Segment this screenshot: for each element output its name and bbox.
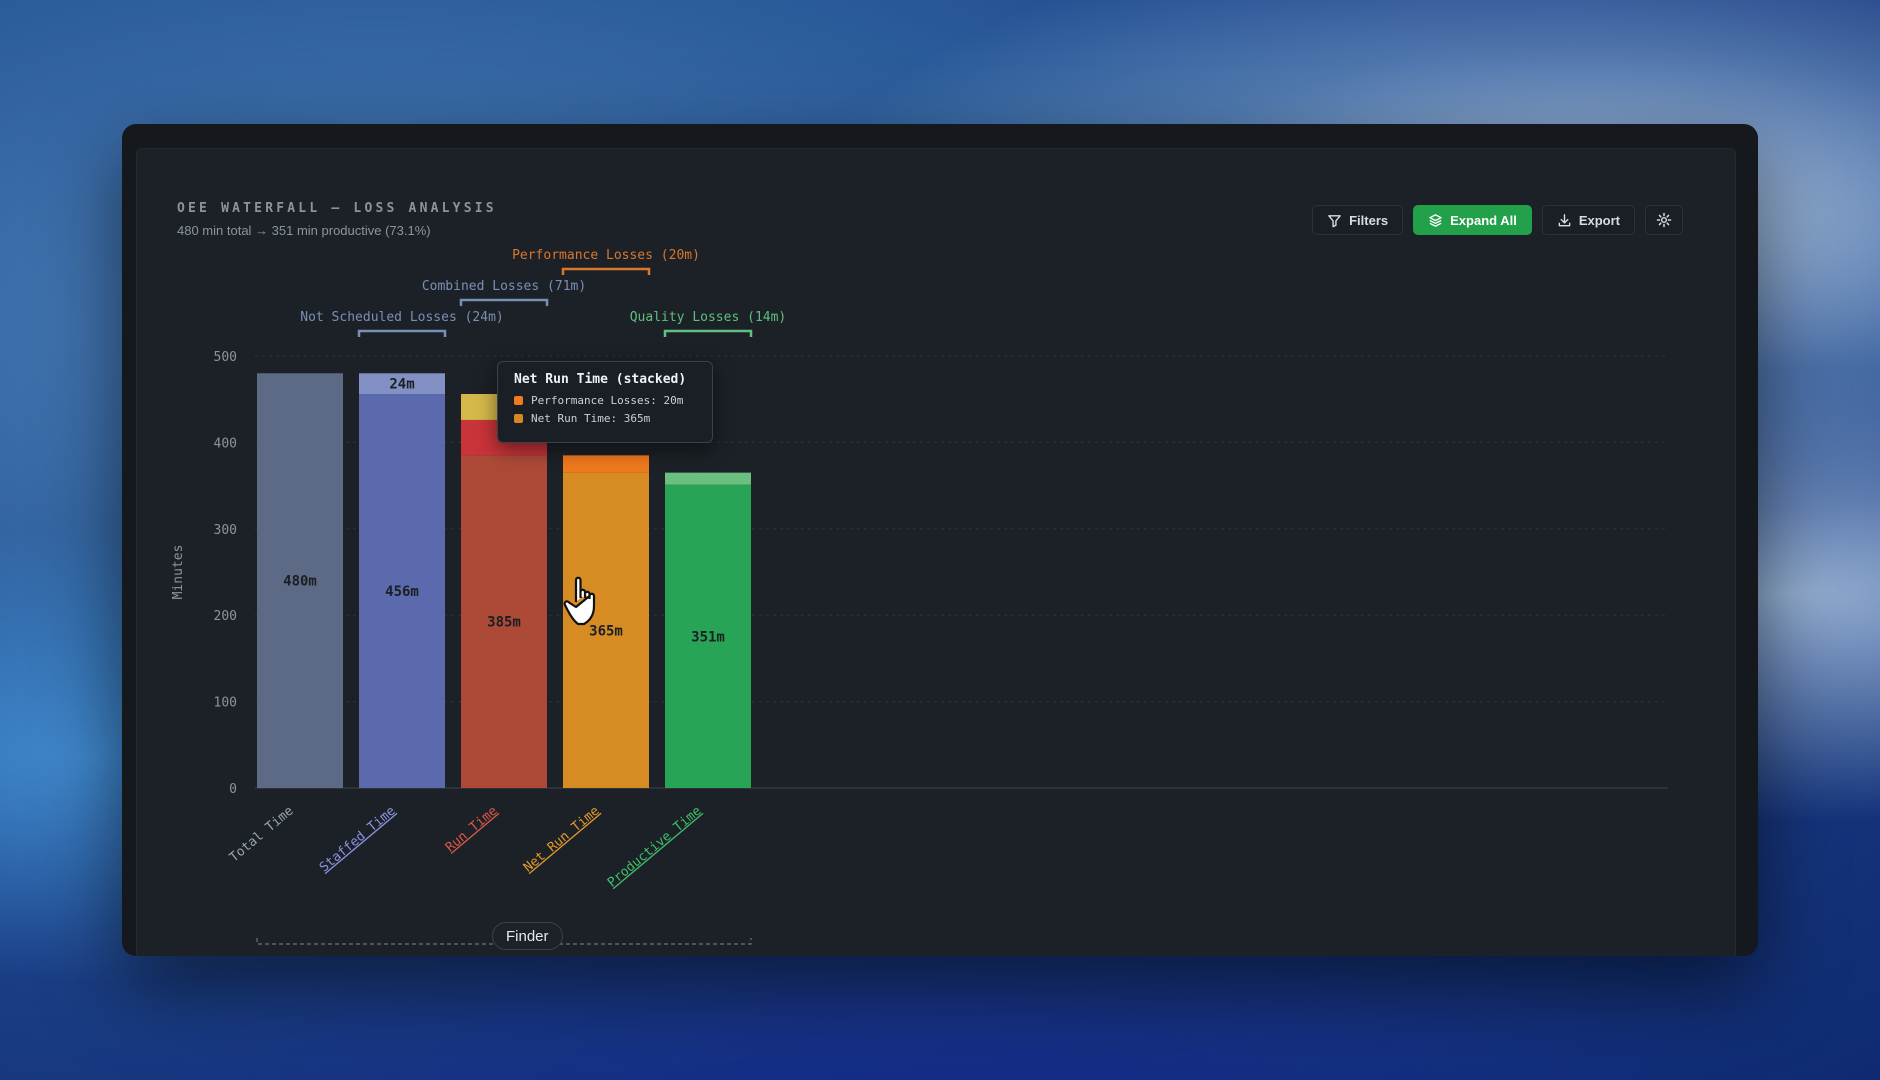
expand-all-label: Expand All bbox=[1450, 212, 1517, 228]
filter-icon bbox=[1327, 213, 1342, 228]
bar-segment bbox=[359, 373, 445, 395]
annotation-label: Combined Losses (71m) bbox=[422, 279, 586, 294]
gear-icon bbox=[1656, 212, 1672, 228]
layers-icon bbox=[1428, 213, 1443, 228]
annotation-bracket bbox=[663, 329, 753, 337]
bar-segment bbox=[563, 455, 649, 473]
tooltip-swatch bbox=[514, 396, 523, 405]
x-tick-label: Run Time bbox=[443, 803, 501, 855]
y-tick-label: 500 bbox=[214, 350, 237, 365]
tooltip-swatch bbox=[514, 414, 523, 423]
tooltip-row-label: Net Run Time: 365m bbox=[531, 412, 651, 425]
data-label: 456m bbox=[385, 584, 419, 600]
bar-segment bbox=[359, 394, 445, 788]
x-tick-label: Staffed Time bbox=[317, 803, 399, 875]
filters-label: Filters bbox=[1349, 212, 1389, 228]
export-label: Export bbox=[1578, 212, 1620, 228]
y-axis-label: Minutes bbox=[171, 545, 186, 600]
export-button[interactable]: Export bbox=[1541, 205, 1635, 235]
y-tick-label: 0 bbox=[229, 782, 237, 797]
tooltip-row: Performance Losses: 20m bbox=[514, 394, 696, 407]
expand-all-button[interactable]: Expand All bbox=[1413, 205, 1532, 235]
hand-pointer-icon bbox=[562, 572, 608, 639]
data-label: 385m bbox=[487, 615, 521, 631]
data-label: 480m bbox=[283, 574, 317, 590]
page-subtitle: 480 min total → 351 min productive (73.1… bbox=[177, 223, 431, 238]
bar-segment bbox=[665, 484, 751, 788]
x-tick-label: Net Run Time bbox=[521, 803, 603, 875]
data-label: 365m bbox=[589, 623, 623, 639]
annotation-label: Quality Losses (14m) bbox=[630, 310, 787, 325]
y-tick-label: 400 bbox=[214, 436, 237, 451]
x-tick-label: Total Time bbox=[227, 803, 297, 865]
download-icon bbox=[1557, 213, 1572, 228]
page-title: OEE WATERFALL — LOSS ANALYSIS bbox=[177, 201, 497, 216]
annotation-bracket bbox=[561, 267, 651, 275]
bar-segment bbox=[563, 472, 649, 788]
data-label: 24m bbox=[389, 377, 414, 393]
y-tick-label: 100 bbox=[214, 696, 237, 711]
bar-segment bbox=[665, 472, 751, 485]
tooltip-title: Net Run Time (stacked) bbox=[514, 372, 687, 387]
y-tick-label: 300 bbox=[214, 523, 237, 538]
chart-tooltip: Net Run Time (stacked) Performance Losse… bbox=[497, 361, 713, 443]
annotation-bracket bbox=[459, 298, 549, 306]
settings-button[interactable] bbox=[1645, 205, 1683, 235]
annotation-label: Not Scheduled Losses (24m) bbox=[300, 310, 504, 325]
finder-dock-label: Finder bbox=[492, 922, 563, 950]
tooltip-row: Net Run Time: 365m bbox=[514, 412, 696, 425]
y-tick-label: 200 bbox=[214, 609, 237, 624]
toolbar: Filters Expand All Export bbox=[1312, 205, 1683, 235]
annotation-label: Performance Losses (20m) bbox=[512, 248, 700, 263]
data-label: 351m bbox=[691, 629, 725, 645]
x-tick-label: Productive Time bbox=[605, 803, 705, 890]
bar-segment bbox=[461, 455, 547, 788]
annotation-bracket bbox=[357, 329, 447, 337]
tooltip-row-label: Performance Losses: 20m bbox=[531, 394, 684, 407]
bar-segment bbox=[257, 373, 343, 788]
filters-button[interactable]: Filters bbox=[1312, 205, 1404, 235]
